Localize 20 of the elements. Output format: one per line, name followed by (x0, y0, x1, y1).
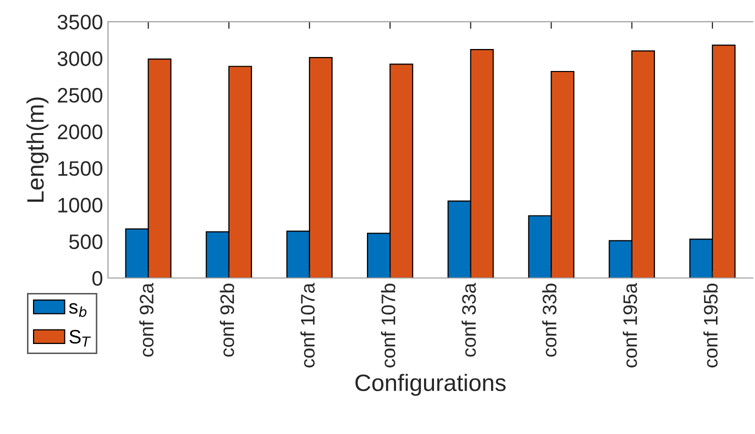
x-tick-label: conf 92b (220, 284, 234, 357)
x-tick-label: conf 107a (300, 282, 315, 368)
x-tick-label: conf 195b (703, 284, 718, 368)
y-tick-label: 500 (69, 234, 102, 250)
x-tick-label: conf 107b (381, 284, 396, 368)
x-axis-title: Configurations (355, 374, 506, 396)
y-tick-label: 0 (92, 271, 102, 286)
legend-label: s$_{b}$ (69, 303, 86, 317)
y-tick-label: 3500 (58, 14, 102, 30)
x-tick-label: conf 195a (622, 282, 638, 368)
y-axis-title: Length(m) (26, 98, 48, 202)
y-tick-label: 1000 (58, 198, 102, 213)
x-tick-label: conf 33b (542, 284, 556, 357)
y-tick-label: 3000 (58, 51, 102, 66)
y-tick-label: 2000 (58, 124, 102, 140)
x-tick-label: conf 33a (462, 282, 476, 357)
y-tick-label: 1500 (58, 161, 102, 176)
y-tick-label: 2500 (58, 88, 102, 103)
legend-label: S$_{T}$ (69, 330, 91, 347)
x-tick-label: conf 92a (139, 282, 154, 357)
